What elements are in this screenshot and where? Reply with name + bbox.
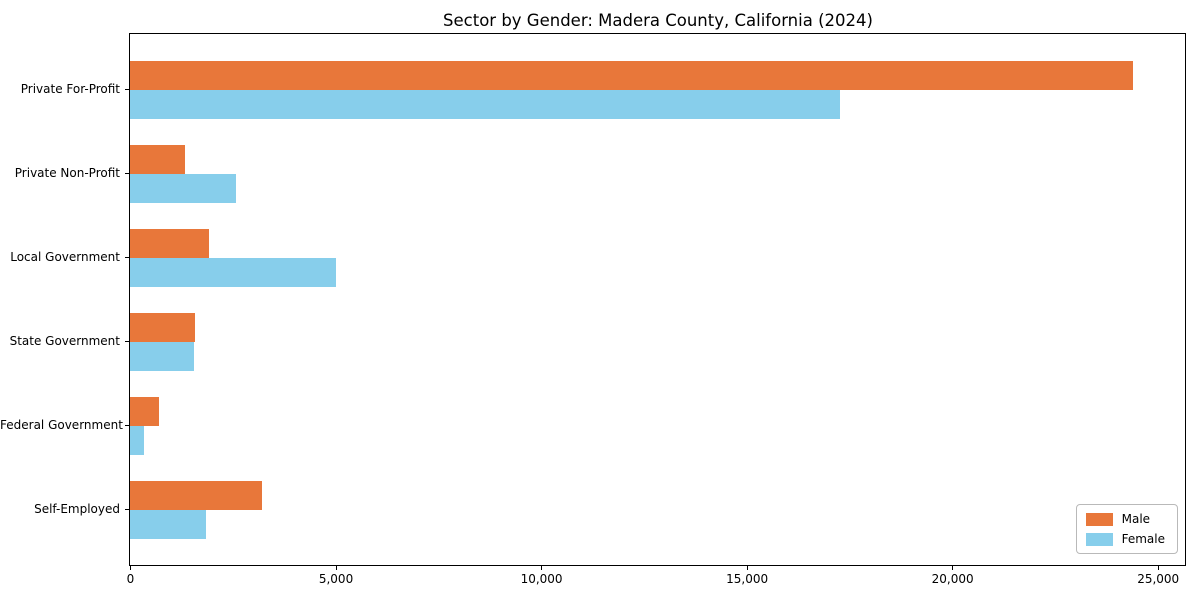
- legend-label: Male: [1121, 512, 1151, 526]
- legend-swatch-male: [1085, 512, 1113, 526]
- bar-female: [130, 426, 144, 455]
- legend: Male Female: [1075, 504, 1178, 554]
- x-tick-label: 5,000: [318, 572, 354, 586]
- x-tick-label: 25,000: [1137, 572, 1180, 586]
- x-tick-label: 0: [126, 572, 135, 586]
- bar-male: [130, 229, 209, 258]
- y-tick-label: Local Government: [10, 250, 120, 264]
- x-tick-label: 15,000: [726, 572, 769, 586]
- legend-entry: Female: [1085, 532, 1165, 546]
- bar-male: [130, 313, 196, 342]
- bar-female: [130, 258, 337, 287]
- x-tick: [335, 565, 337, 570]
- chart-title: Sector by Gender: Madera County, Califor…: [443, 11, 873, 30]
- x-tick: [1157, 565, 1159, 570]
- legend-entry: Male: [1085, 512, 1165, 526]
- bar-female: [130, 90, 840, 119]
- y-tick: [125, 340, 130, 342]
- bar-female: [130, 174, 237, 203]
- x-tick-label: 20,000: [931, 572, 974, 586]
- x-tick-label: 10,000: [520, 572, 563, 586]
- x-tick: [130, 565, 132, 570]
- legend-label: Female: [1121, 532, 1165, 546]
- x-tick: [746, 565, 748, 570]
- y-tick: [125, 508, 130, 510]
- y-tick: [125, 256, 130, 258]
- bar-male: [130, 61, 1133, 90]
- y-tick: [125, 424, 130, 426]
- y-tick-label: Federal Government: [0, 418, 123, 432]
- y-tick-label: Self-Employed: [34, 502, 120, 516]
- x-tick: [541, 565, 543, 570]
- bar-female: [130, 342, 194, 371]
- y-tick: [125, 88, 130, 90]
- bar-male: [130, 145, 185, 174]
- bar-female: [130, 510, 206, 539]
- y-tick-label: State Government: [9, 334, 120, 348]
- plot-area: Male Female: [129, 33, 1186, 566]
- y-tick: [125, 172, 130, 174]
- x-tick: [952, 565, 954, 570]
- y-tick-label: Private Non-Profit: [14, 166, 120, 180]
- bar-male: [130, 397, 159, 426]
- bar-male: [130, 481, 262, 510]
- legend-swatch-female: [1085, 532, 1113, 546]
- y-tick-label: Private For-Profit: [20, 82, 120, 96]
